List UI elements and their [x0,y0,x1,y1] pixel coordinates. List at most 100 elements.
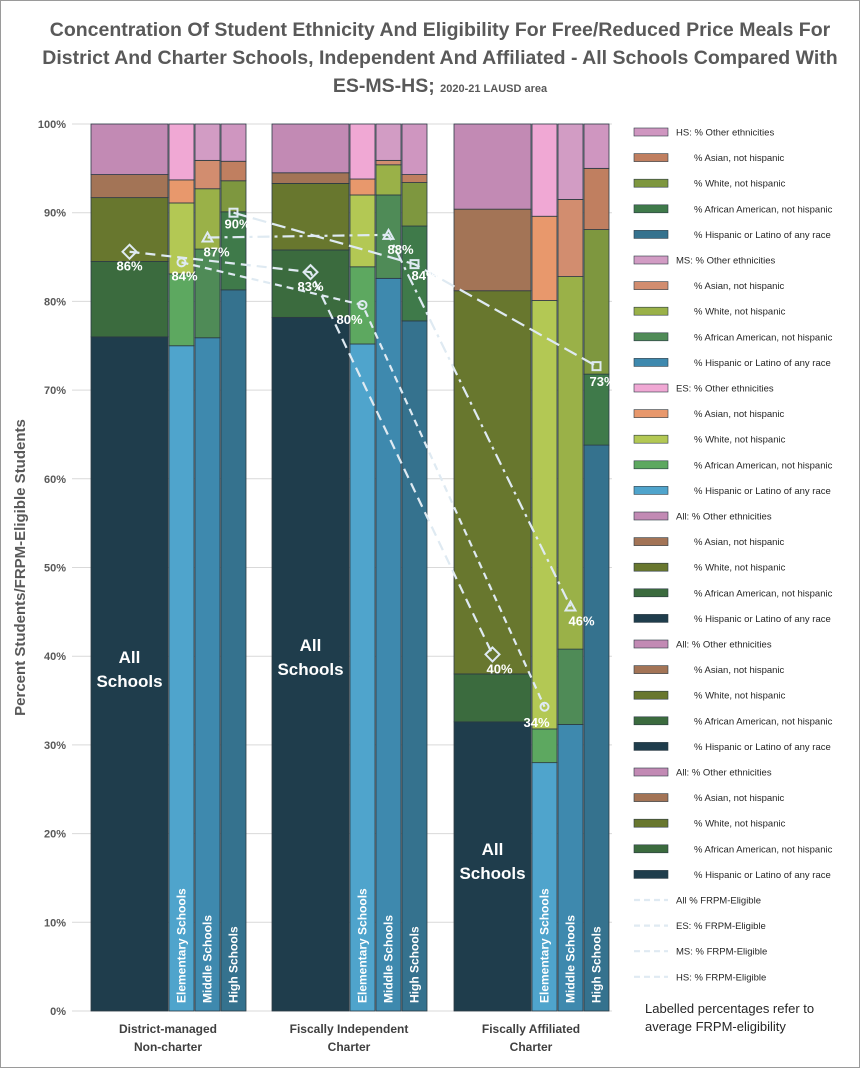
frpm-value-label: 73% [589,374,615,389]
y-tick-label: 20% [44,829,66,841]
legend-swatch [633,690,669,700]
bar-segment-ms-1 [557,648,584,725]
category-label: Charter [510,1040,553,1054]
bar-segment-ms-3 [557,198,584,277]
legend-swatch [633,818,669,828]
legend-label: % White, not hispanic [694,179,786,190]
frpm-value-label: 84% [171,268,197,283]
frpm-marker [539,701,550,712]
legend-label: HS: % FRPM-Eligible [676,972,766,983]
legend-swatch [633,127,669,137]
y-tick-label: 70% [44,385,66,397]
frpm-value-label: 90% [224,217,250,232]
legend-swatch [633,153,669,162]
legend-label: % Asian, not hispanic [694,153,785,164]
legend-label: All: % Other ethnicities [676,768,772,779]
legend-label: MS: % FRPM-Eligible [676,947,767,958]
legend-label: All % FRPM-Eligible [676,896,761,907]
all-schools-label: Schools [459,864,525,883]
legend-label: % Asian, not hispanic [694,281,785,292]
bar-segment-ms-1 [194,248,221,339]
frpm-value-label: 34% [523,715,549,730]
legend-label: MS: % Other ethnicities [676,256,776,267]
legend-label: % African American, not hispanic [694,460,833,471]
legend-label: % Hispanic or Latino of any race [694,486,831,497]
legend-swatch [633,537,669,546]
legend-swatch [633,409,669,418]
bar-segment-all-1 [90,261,169,338]
bar-segment-hs-4 [583,123,610,169]
bar-segment-all-1 [271,249,350,318]
bar-segment-hs-0 [583,444,610,1012]
legend-swatch [633,844,669,854]
bar-segment-ms-2 [375,164,402,196]
chart-subtitle: 2020-21 LAUSD area [440,83,548,95]
bar-segment-hs-4 [220,123,247,162]
legend-label: All: % Other ethnicities [676,512,772,523]
legend-swatch [633,870,669,879]
legend-label: % Asian, not hispanic [694,793,785,804]
category-label: Charter [328,1040,371,1054]
bar-segment-hs-2 [220,180,247,213]
bar-segment-ms-4 [557,123,584,200]
frpm-line-ms [207,233,572,608]
frpm-line-all [129,250,494,655]
es-bar-label: Elementary Schools [356,888,370,1003]
legend-swatch [633,306,669,316]
legend-label: % Asian, not hispanic [694,409,785,420]
legend-swatch [633,767,669,777]
legend-label: % African American, not hispanic [694,588,833,599]
category-label: Fiscally Independent [290,1022,409,1036]
bar-segment-es-2 [168,202,195,275]
frpm-marker [409,259,420,270]
hs-bar-label: High Schools [408,926,422,1003]
legend-label: % African American, not hispanic [694,844,833,855]
legend-swatch [633,178,669,188]
frpm-value-label: 84% [411,268,437,283]
frpm-marker [357,299,368,310]
legend-label: ES: % Other ethnicities [676,384,774,395]
legend-label: % African American, not hispanic [694,204,833,215]
ms-bar-label: Middle Schools [564,915,578,1003]
y-tick-label: 30% [44,740,66,752]
legend-swatch [633,588,669,598]
legend-label: % Asian, not hispanic [694,665,785,676]
legend-swatch [633,793,669,802]
bar-segment-all-0 [271,316,350,1012]
bar-segment-all-3 [90,174,169,199]
bar-segment-es-4 [168,123,195,181]
frpm-value-label: 88% [387,242,413,257]
frpm-value-label: 80% [336,312,362,327]
legend-swatch [633,511,669,521]
bar-segment-es-3 [168,179,195,204]
bar-segment-es-2 [349,194,376,268]
bar-segment-es-4 [531,123,558,217]
chart-note: Labelled percentages refer to average FR… [645,1001,815,1034]
legend-swatch [633,486,669,495]
frpm-marker [228,207,239,218]
legend-swatch [633,434,669,444]
legend-label: % Asian, not hispanic [694,537,785,548]
frpm-line-es [181,261,546,708]
legend-swatch [633,358,669,367]
legend-label: % White, not hispanic [694,563,786,574]
legend-label: % African American, not hispanic [694,332,833,343]
frpm-value-label: 86% [116,259,142,274]
bar-segment-es-3 [349,178,376,196]
bar-segment-hs-0 [220,289,247,1012]
legend-label: % Hispanic or Latino of any race [694,358,831,369]
hs-bar-label: High Schools [227,926,241,1003]
y-tick-label: 50% [44,563,66,575]
frpm-marker [200,230,215,243]
bar-segment-all-3 [271,172,350,184]
frpm-marker [302,263,319,281]
bar-segment-es-3 [531,215,558,301]
bar-segment-all-2 [453,290,532,675]
legend-label: % Hispanic or Latino of any race [694,870,831,881]
category-label: District-managed [119,1022,217,1036]
legend-label: ES: % FRPM-Eligible [676,921,766,932]
bar-segment-ms-0 [194,337,221,1012]
frpm-marker [176,257,187,268]
bar-segment-ms-0 [375,277,402,1012]
frpm-marker [381,227,396,240]
